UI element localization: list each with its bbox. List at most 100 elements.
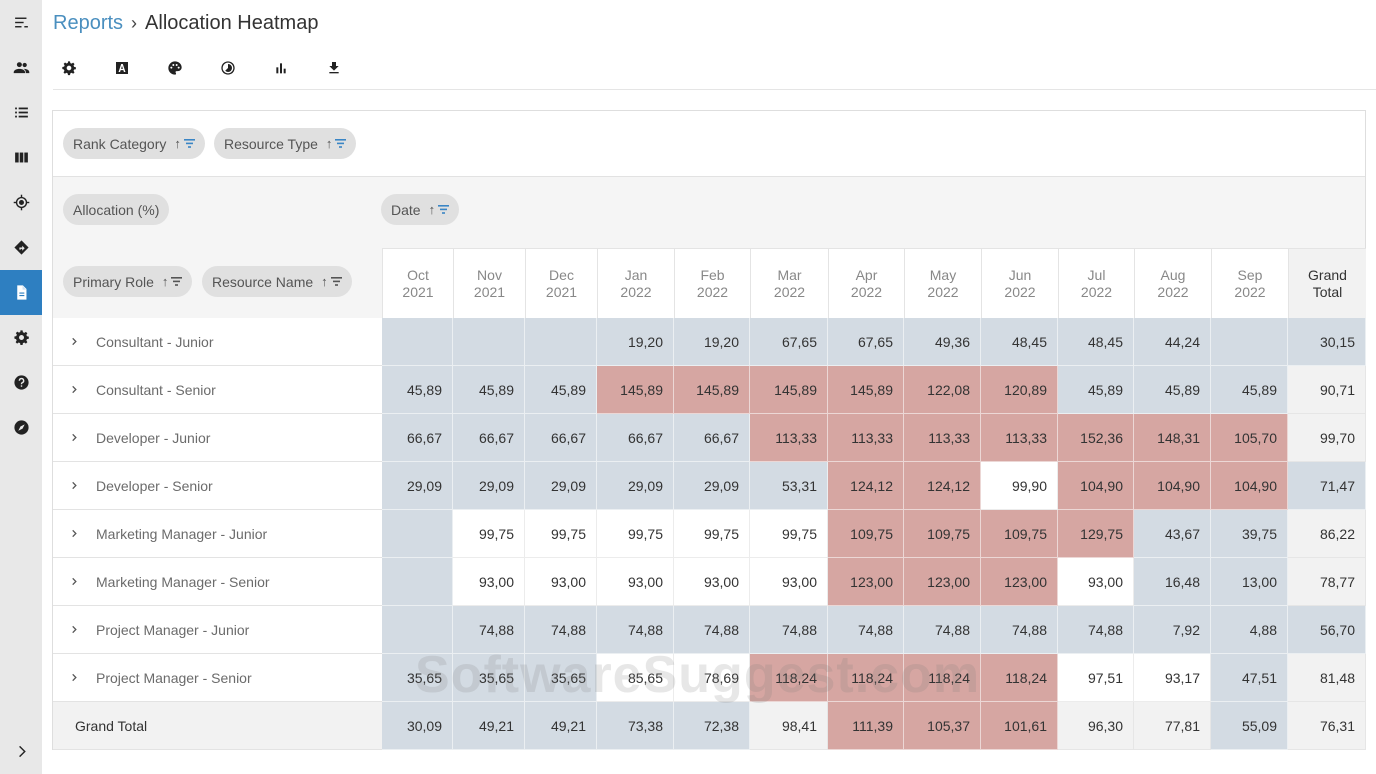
sort-ascending-icon[interactable]: ↑ bbox=[428, 202, 436, 217]
heatmap-cell[interactable]: 99,75 bbox=[597, 510, 674, 558]
heatmap-cell[interactable]: 120,89 bbox=[981, 366, 1058, 414]
heatmap-cell[interactable]: 93,00 bbox=[750, 558, 828, 606]
heatmap-cell[interactable]: 111,39 bbox=[828, 702, 904, 750]
heatmap-cell[interactable]: 66,67 bbox=[597, 414, 674, 462]
heatmap-cell[interactable]: 145,89 bbox=[674, 366, 750, 414]
heatmap-cell[interactable]: 123,00 bbox=[981, 558, 1058, 606]
heatmap-cell[interactable]: 145,89 bbox=[828, 366, 904, 414]
column-header[interactable]: Oct 2021 bbox=[382, 248, 453, 319]
heatmap-cell[interactable]: 77,81 bbox=[1134, 702, 1211, 750]
heatmap-cell[interactable]: 66,67 bbox=[382, 414, 453, 462]
sidebar-item-settings[interactable] bbox=[0, 315, 42, 360]
heatmap-cell[interactable]: 122,08 bbox=[904, 366, 981, 414]
expand-row-button[interactable] bbox=[53, 625, 96, 634]
heatmap-cell[interactable]: 101,61 bbox=[981, 702, 1058, 750]
heatmap-cell[interactable]: 93,00 bbox=[525, 558, 597, 606]
sidebar-item-target[interactable] bbox=[0, 180, 42, 225]
heatmap-cell[interactable]: 145,89 bbox=[750, 366, 828, 414]
row-pill-primary-role[interactable]: Primary Role ↑ bbox=[63, 266, 193, 297]
heatmap-cell[interactable]: 16,48 bbox=[1134, 558, 1211, 606]
heatmap-cell[interactable]: 99,90 bbox=[981, 462, 1058, 510]
filter-icon[interactable] bbox=[183, 139, 195, 148]
heatmap-cell[interactable]: 45,89 bbox=[1134, 366, 1211, 414]
heatmap-cell[interactable]: 99,75 bbox=[525, 510, 597, 558]
heatmap-cell[interactable]: 85,65 bbox=[597, 654, 674, 702]
column-header[interactable]: Sep 2022 bbox=[1211, 248, 1288, 319]
heatmap-cell[interactable]: 72,38 bbox=[674, 702, 750, 750]
heatmap-cell[interactable]: 104,90 bbox=[1058, 462, 1134, 510]
heatmap-cell[interactable]: 118,24 bbox=[828, 654, 904, 702]
download-button[interactable] bbox=[318, 55, 371, 81]
heatmap-cell[interactable]: 96,30 bbox=[1058, 702, 1134, 750]
heatmap-cell[interactable]: 99,75 bbox=[750, 510, 828, 558]
sort-ascending-icon[interactable]: ↑ bbox=[325, 136, 333, 151]
heatmap-cell[interactable]: 67,65 bbox=[828, 318, 904, 366]
sort-ascending-icon[interactable]: ↑ bbox=[161, 274, 169, 289]
heatmap-cell[interactable] bbox=[382, 318, 453, 366]
heatmap-cell[interactable]: 74,88 bbox=[525, 606, 597, 654]
heatmap-cell[interactable]: 74,88 bbox=[981, 606, 1058, 654]
heatmap-cell[interactable]: 7,92 bbox=[1134, 606, 1211, 654]
heatmap-cell[interactable]: 66,67 bbox=[453, 414, 525, 462]
heatmap-cell[interactable]: 113,33 bbox=[750, 414, 828, 462]
sidebar-item-explore[interactable] bbox=[0, 405, 42, 450]
heatmap-cell[interactable]: 145,89 bbox=[597, 366, 674, 414]
heatmap-cell[interactable]: 19,20 bbox=[674, 318, 750, 366]
filter-icon[interactable] bbox=[438, 205, 450, 214]
heatmap-cell[interactable]: 118,24 bbox=[904, 654, 981, 702]
filter-pill-resource-type[interactable]: Resource Type ↑ bbox=[214, 128, 357, 159]
heatmap-cell[interactable]: 66,67 bbox=[674, 414, 750, 462]
heatmap-cell[interactable] bbox=[382, 558, 453, 606]
heatmap-cell[interactable]: 152,36 bbox=[1058, 414, 1134, 462]
heatmap-cell[interactable]: 99,75 bbox=[674, 510, 750, 558]
breadcrumb-reports-link[interactable]: Reports bbox=[53, 11, 124, 34]
menu-toggle-button[interactable] bbox=[0, 0, 42, 45]
contrast-button[interactable] bbox=[212, 55, 265, 81]
heatmap-cell[interactable] bbox=[1211, 318, 1288, 366]
heatmap-cell[interactable]: 29,09 bbox=[453, 462, 525, 510]
filter-pill-rank-category[interactable]: Rank Category ↑ bbox=[63, 128, 205, 159]
column-header[interactable]: Mar 2022 bbox=[750, 248, 828, 319]
filter-icon[interactable] bbox=[335, 139, 347, 148]
heatmap-cell[interactable]: 93,00 bbox=[1058, 558, 1134, 606]
sidebar-item-help[interactable] bbox=[0, 360, 42, 405]
heatmap-cell[interactable]: 74,88 bbox=[597, 606, 674, 654]
column-pill-date[interactable]: Date ↑ bbox=[381, 194, 460, 225]
heatmap-cell[interactable]: 124,12 bbox=[904, 462, 981, 510]
chart-button[interactable] bbox=[265, 55, 318, 81]
column-header[interactable]: Jan 2022 bbox=[597, 248, 674, 319]
column-header[interactable]: Aug 2022 bbox=[1134, 248, 1211, 319]
value-pill-allocation[interactable]: Allocation (%) bbox=[63, 194, 170, 225]
heatmap-cell[interactable]: 118,24 bbox=[750, 654, 828, 702]
sort-ascending-icon[interactable]: ↑ bbox=[174, 136, 181, 151]
font-button[interactable] bbox=[106, 55, 159, 81]
sidebar-item-people[interactable] bbox=[0, 45, 42, 90]
heatmap-cell[interactable]: 118,24 bbox=[981, 654, 1058, 702]
heatmap-cell[interactable]: 35,65 bbox=[453, 654, 525, 702]
heatmap-cell[interactable]: 48,45 bbox=[981, 318, 1058, 366]
heatmap-cell[interactable]: 123,00 bbox=[904, 558, 981, 606]
heatmap-cell[interactable]: 19,20 bbox=[597, 318, 674, 366]
heatmap-cell[interactable]: 67,65 bbox=[750, 318, 828, 366]
heatmap-cell[interactable]: 29,09 bbox=[597, 462, 674, 510]
heatmap-cell[interactable]: 123,00 bbox=[828, 558, 904, 606]
heatmap-cell[interactable]: 74,88 bbox=[674, 606, 750, 654]
column-header[interactable]: Dec 2021 bbox=[525, 248, 597, 319]
heatmap-cell[interactable]: 48,45 bbox=[1058, 318, 1134, 366]
heatmap-cell[interactable]: 99,75 bbox=[453, 510, 525, 558]
column-header[interactable]: May 2022 bbox=[904, 248, 981, 319]
expand-row-button[interactable] bbox=[53, 337, 96, 346]
heatmap-cell[interactable] bbox=[382, 510, 453, 558]
expand-row-button[interactable] bbox=[53, 481, 96, 490]
heatmap-cell[interactable]: 44,24 bbox=[1134, 318, 1211, 366]
heatmap-cell[interactable]: 78,69 bbox=[674, 654, 750, 702]
sidebar-item-list[interactable] bbox=[0, 90, 42, 135]
expand-row-button[interactable] bbox=[53, 385, 96, 394]
heatmap-cell[interactable]: 53,31 bbox=[750, 462, 828, 510]
heatmap-cell[interactable]: 109,75 bbox=[828, 510, 904, 558]
heatmap-cell[interactable]: 109,75 bbox=[904, 510, 981, 558]
heatmap-cell[interactable]: 74,88 bbox=[1058, 606, 1134, 654]
heatmap-cell[interactable] bbox=[453, 318, 525, 366]
heatmap-cell[interactable]: 74,88 bbox=[453, 606, 525, 654]
heatmap-cell[interactable]: 124,12 bbox=[828, 462, 904, 510]
